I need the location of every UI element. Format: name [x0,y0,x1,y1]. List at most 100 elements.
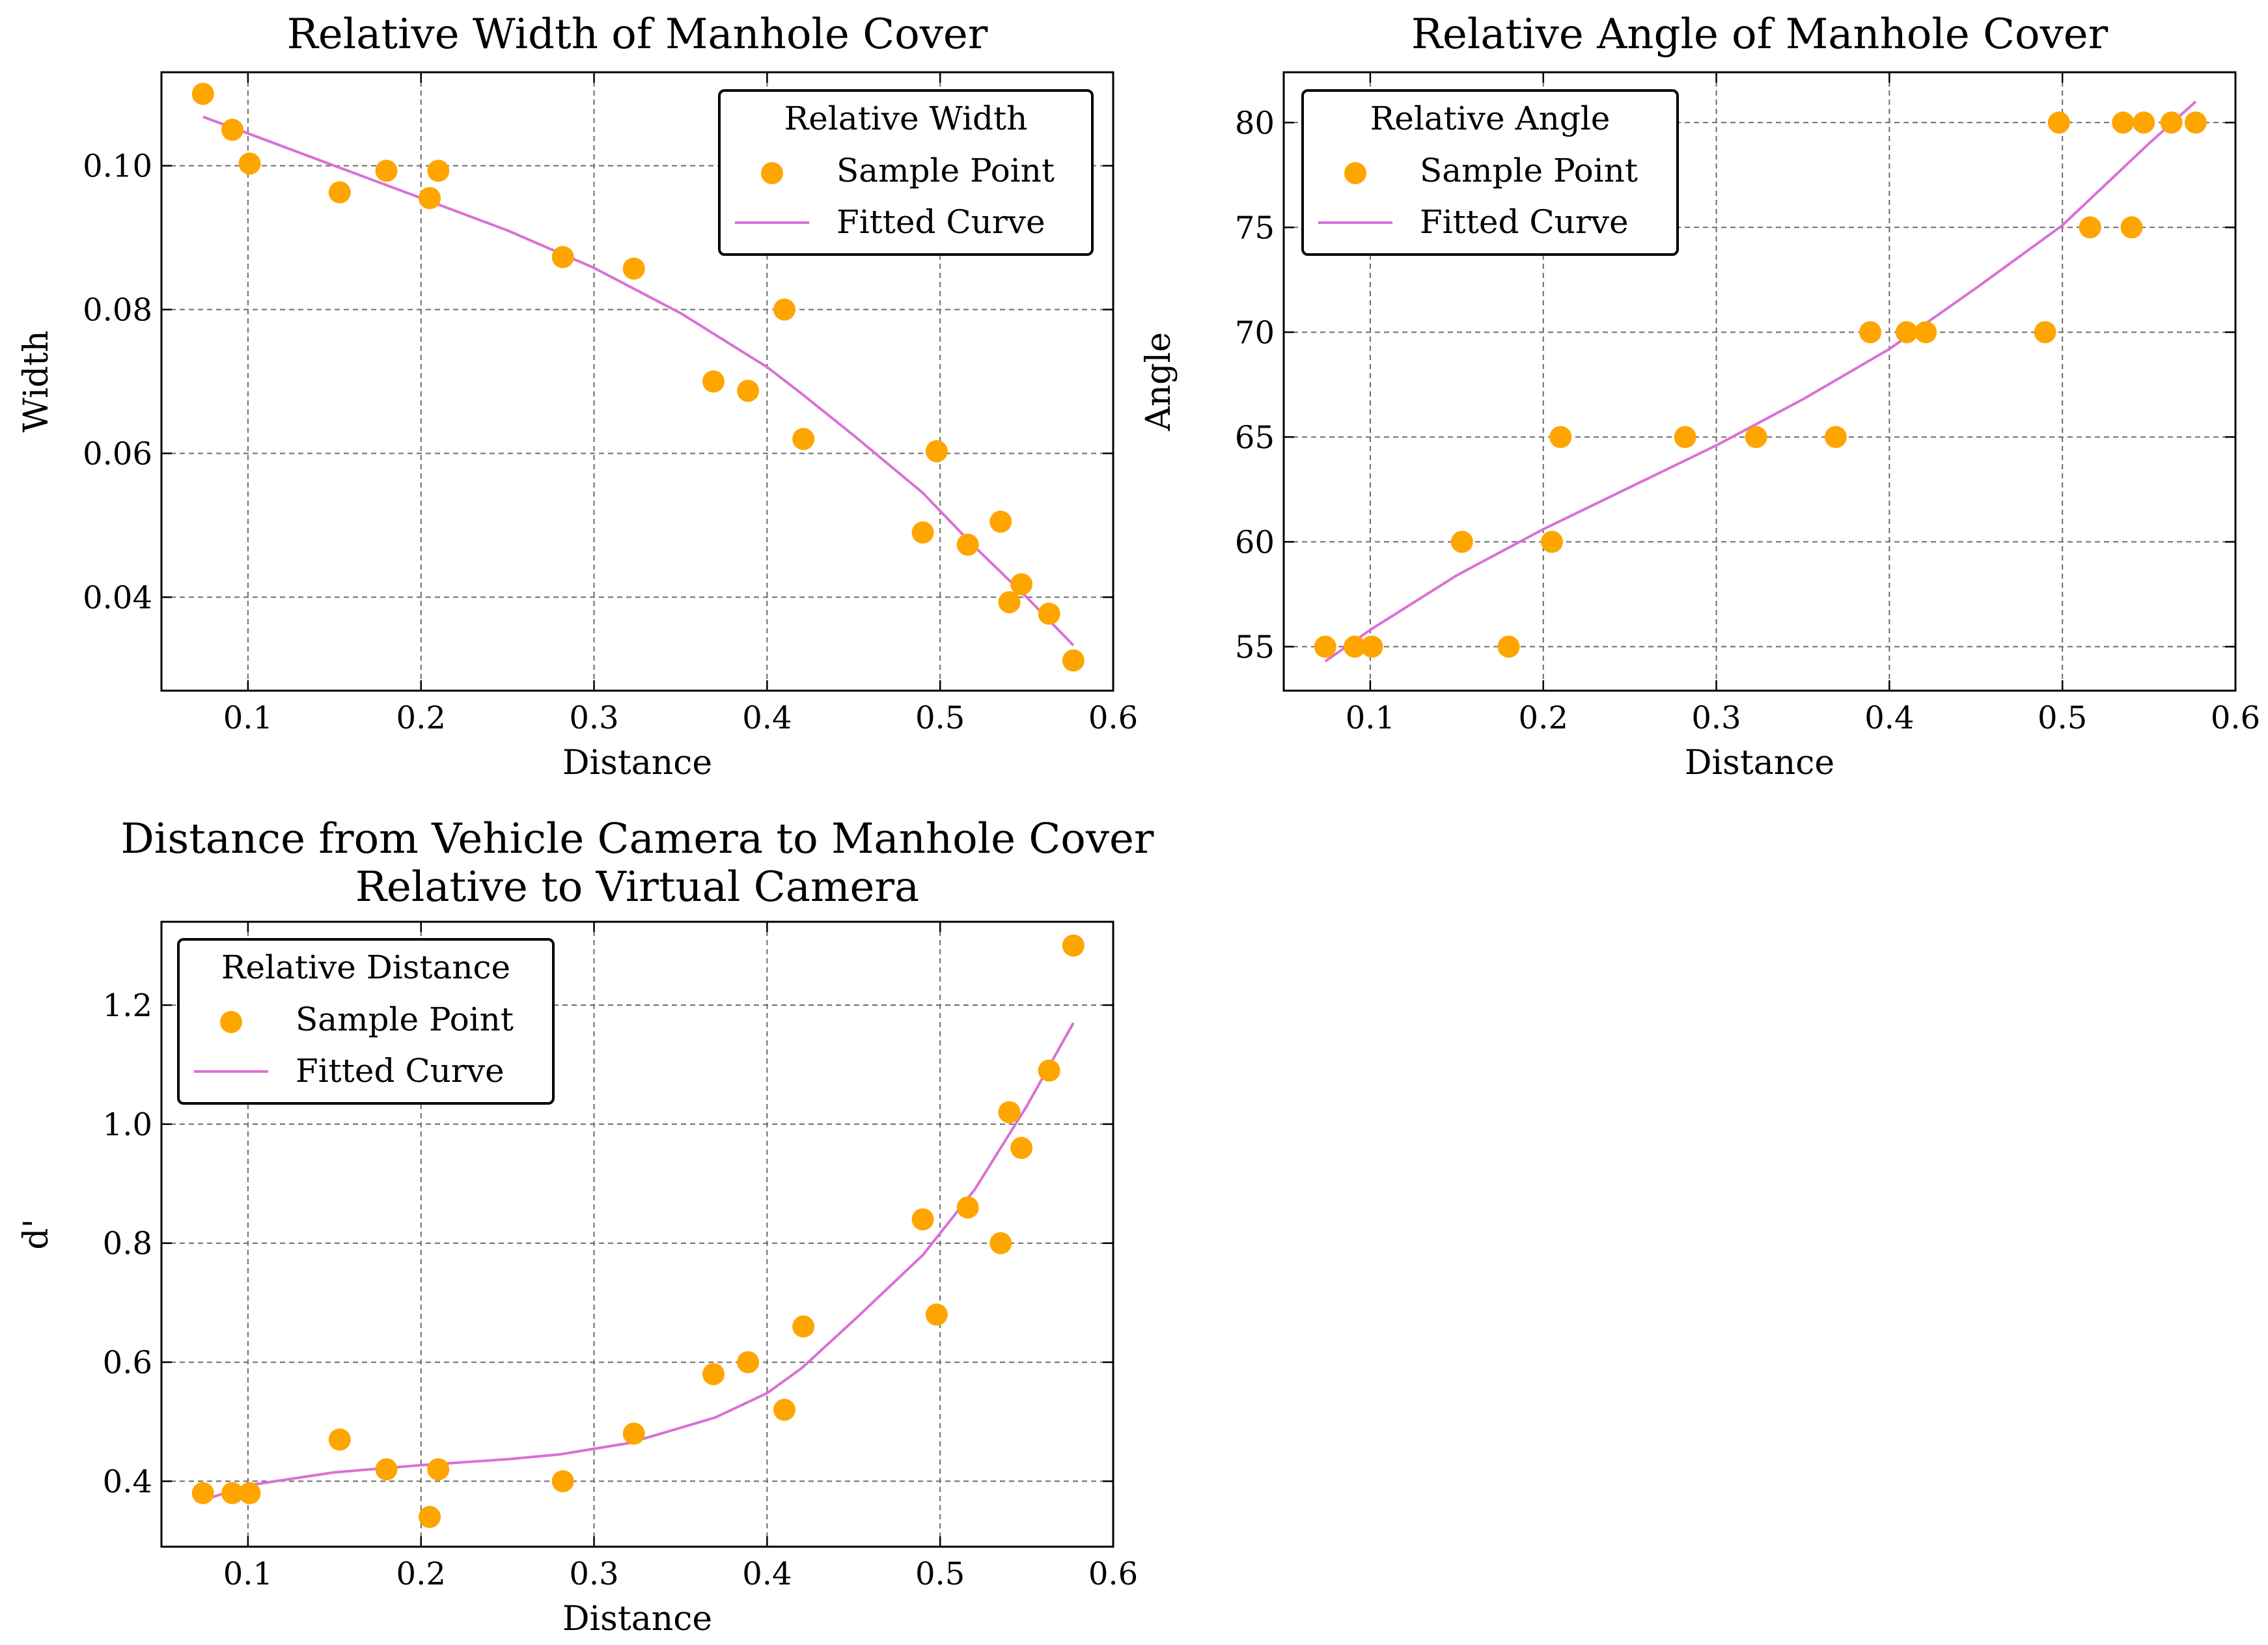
sample-point [328,1428,351,1451]
sample-point [1038,602,1060,625]
x-tick-label: 0.4 [1864,700,1914,736]
y-tick-label: 0.06 [83,435,152,472]
y-axis-label: Angle [1139,332,1178,432]
x-tick-label: 0.6 [1088,1556,1138,1592]
sample-point [956,1196,979,1219]
legend-box [177,938,555,1105]
legend-entry-fitted-curve: Fitted Curve [1420,203,1629,241]
sample-point [2034,321,2056,344]
x-tick-label: 0.5 [2038,700,2087,736]
sample-point [2112,111,2135,134]
sample-point [551,245,574,268]
sample-point [238,1482,261,1504]
sample-point [2120,216,2143,239]
legend-entry-sample-point: Sample Point [837,152,1055,189]
x-tick-label: 0.4 [742,1556,792,1592]
x-tick-label: 0.5 [915,700,965,736]
fitted-curve-line [1324,100,2197,663]
x-tick-label: 0.3 [1691,700,1741,736]
sample-point [1859,321,1882,344]
x-tick-label: 0.1 [223,700,273,736]
sample-point [989,510,1012,533]
sample-point [2047,111,2070,134]
sample-point [238,152,261,175]
sample-point [2079,216,2101,239]
sample-point [419,187,441,210]
sample-point [1824,426,1847,449]
sample-point [737,1351,760,1374]
chart-title: Relative to Virtual Camera [355,863,919,911]
plot-frame [1282,71,2237,692]
sample-point [1038,1059,1060,1082]
sample-point [375,159,398,182]
x-tick-label: 0.6 [2211,700,2260,736]
legend-entry-fitted-curve: Fitted Curve [837,203,1045,241]
fitted-curve-line [202,1022,1075,1502]
sample-point [773,298,795,321]
sample-point [2184,111,2207,134]
sample-point [1343,635,1366,658]
sample-point [1915,321,1937,344]
plot-frame [160,71,1114,692]
y-tick-label: 0.08 [83,292,152,329]
sample-point [1497,635,1520,658]
sample-point [328,181,351,204]
sample-point [1895,321,1918,344]
x-tick-label: 0.3 [569,700,618,736]
sample-point [622,1422,645,1445]
sample-point [191,83,214,105]
sample-point [191,1482,214,1504]
sample-point [1314,635,1336,658]
y-tick-label: 0.8 [103,1226,152,1262]
x-axis-label: Distance [562,1599,712,1638]
y-tick-label: 75 [1235,210,1275,246]
y-tick-label: 0.6 [103,1345,152,1381]
legend-point-marker [1344,162,1366,184]
y-axis-label: Width [17,331,56,433]
y-tick-label: 1.2 [103,988,152,1024]
sample-point [702,370,725,393]
legend: Relative Distance Sample Point Fitted Curv… [177,938,555,1105]
sample-point [737,380,760,402]
legend-title: Relative Width [784,100,1028,137]
sample-point [989,1232,1012,1254]
x-tick-label: 0.2 [396,1556,446,1592]
sample-point [427,159,450,182]
sample-point [1010,1137,1033,1159]
sample-point [773,1398,795,1421]
sample-point [998,1101,1021,1124]
x-tick-label: 0.2 [396,700,446,736]
sample-point [1010,573,1033,596]
chart-panel-1: Relative Width of Manhole Cover 0.1 0.2 0.3… [17,10,1138,782]
legend-title: Relative Distance [221,948,510,986]
plot-frame [160,920,1114,1548]
sample-point [1062,934,1085,957]
x-tick-label: 0.5 [915,1556,965,1592]
y-tick-label: 0.04 [83,579,152,616]
x-axis-label: Distance [562,743,712,782]
sample-point [221,1482,243,1504]
x-tick-label: 0.1 [1346,700,1395,736]
sample-point [2133,111,2155,134]
y-tick-label: 0.4 [103,1463,152,1500]
x-axis-label: Distance [1685,743,1834,782]
sample-point [427,1458,450,1481]
sample-point [1062,649,1085,672]
y-tick-label: 0.10 [83,148,152,185]
legend: Relative Width Sample Point Fitted Curve [718,89,1094,256]
legend-entry-sample-point: Sample Point [1420,152,1638,189]
sample-point [1549,426,1572,449]
legend-point-marker [761,162,783,184]
x-tick-label: 0.1 [223,1556,273,1592]
x-tick-label: 0.3 [569,1556,618,1592]
legend-point-marker [220,1011,242,1033]
x-tick-label: 0.6 [1088,700,1138,736]
sample-point [375,1458,398,1481]
sample-point [1450,531,1473,553]
chart-title: Relative Width of Manhole Cover [287,10,988,59]
legend-entry-fitted-curve: Fitted Curve [296,1052,505,1090]
sample-point [956,533,979,556]
y-tick-label: 1.0 [103,1107,152,1143]
sample-point [925,1303,948,1326]
x-tick-label: 0.4 [742,700,792,736]
